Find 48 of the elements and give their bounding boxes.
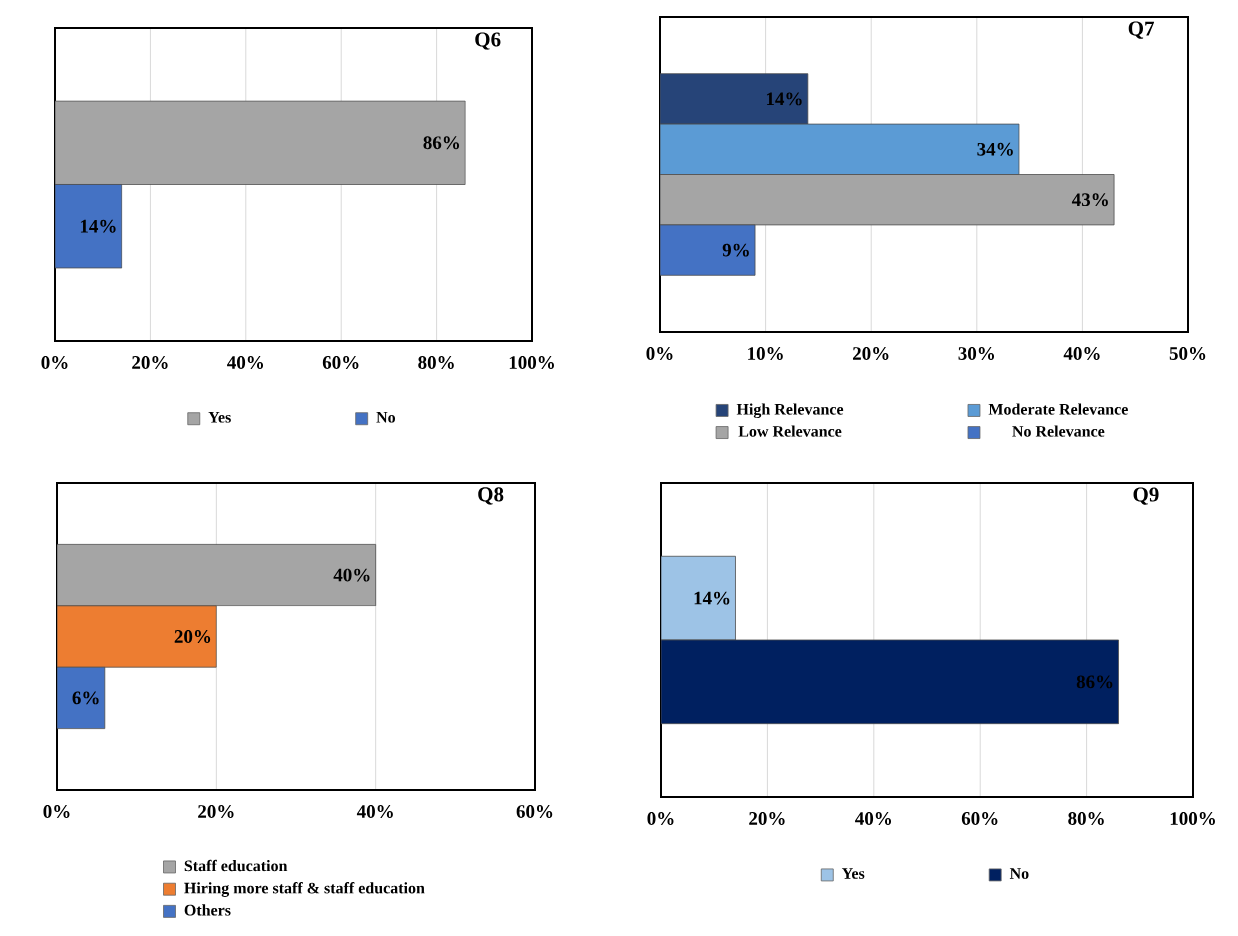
x-tick-label: 100% — [509, 356, 554, 369]
legend-label: Staff education — [184, 859, 288, 872]
data-label: 86% — [1076, 675, 1113, 689]
legend-label: No — [1009, 868, 1029, 879]
legend-label: No — [376, 411, 396, 423]
x-tick-label: 30% — [958, 347, 995, 360]
data-label: 14% — [766, 92, 802, 106]
data-label: 9% — [722, 243, 749, 257]
chart-title: Q9 — [1133, 487, 1159, 505]
x-tick-label: 80% — [418, 356, 454, 369]
x-tick-label: 80% — [1068, 812, 1104, 825]
data-label: 40% — [333, 568, 370, 582]
x-tick-label: 60% — [322, 356, 359, 369]
legend-label: No Relevance — [1012, 425, 1105, 437]
x-tick-label: 20% — [749, 812, 785, 825]
x-tick-label: 50% — [1169, 347, 1206, 360]
x-tick-label: 40% — [855, 812, 892, 825]
legend-label: Low Relevance — [738, 425, 842, 437]
legend-label: Yes — [841, 868, 865, 879]
x-tick-label: 60% — [961, 812, 998, 825]
data-label: 14% — [694, 591, 730, 605]
data-label: 43% — [1071, 193, 1108, 207]
chart-title: Q7 — [1128, 21, 1155, 39]
x-tick-label: 10% — [748, 347, 783, 360]
legend-label: High Relevance — [736, 403, 844, 419]
x-tick-label: 0% — [43, 805, 70, 818]
x-tick-label: 40% — [356, 805, 393, 818]
x-tick-label: 40% — [227, 356, 264, 369]
chart-title: Q8 — [478, 487, 504, 505]
legend-label: Hiring more staff & staff education — [184, 882, 425, 897]
data-label: 86% — [423, 136, 460, 150]
chart-title: Q6 — [475, 32, 501, 50]
x-tick-label: 20% — [852, 347, 889, 360]
data-label: 34% — [977, 142, 1013, 156]
data-label: 6% — [72, 691, 99, 705]
legend-label: Moderate Relevance — [988, 403, 1128, 415]
x-tick-label: 0% — [646, 347, 673, 360]
data-label: 14% — [80, 219, 116, 233]
x-tick-label: 20% — [198, 805, 234, 818]
x-tick-label: 0% — [647, 812, 674, 825]
x-tick-label: 40% — [1063, 347, 1100, 360]
legend-label: Yes — [208, 411, 231, 423]
x-tick-label: 0% — [41, 356, 68, 369]
x-tick-label: 20% — [132, 356, 168, 369]
x-tick-label: 100% — [1170, 812, 1215, 825]
x-tick-label: 60% — [516, 805, 553, 818]
legend-label: Others — [184, 904, 231, 916]
data-label: 20% — [174, 630, 211, 643]
